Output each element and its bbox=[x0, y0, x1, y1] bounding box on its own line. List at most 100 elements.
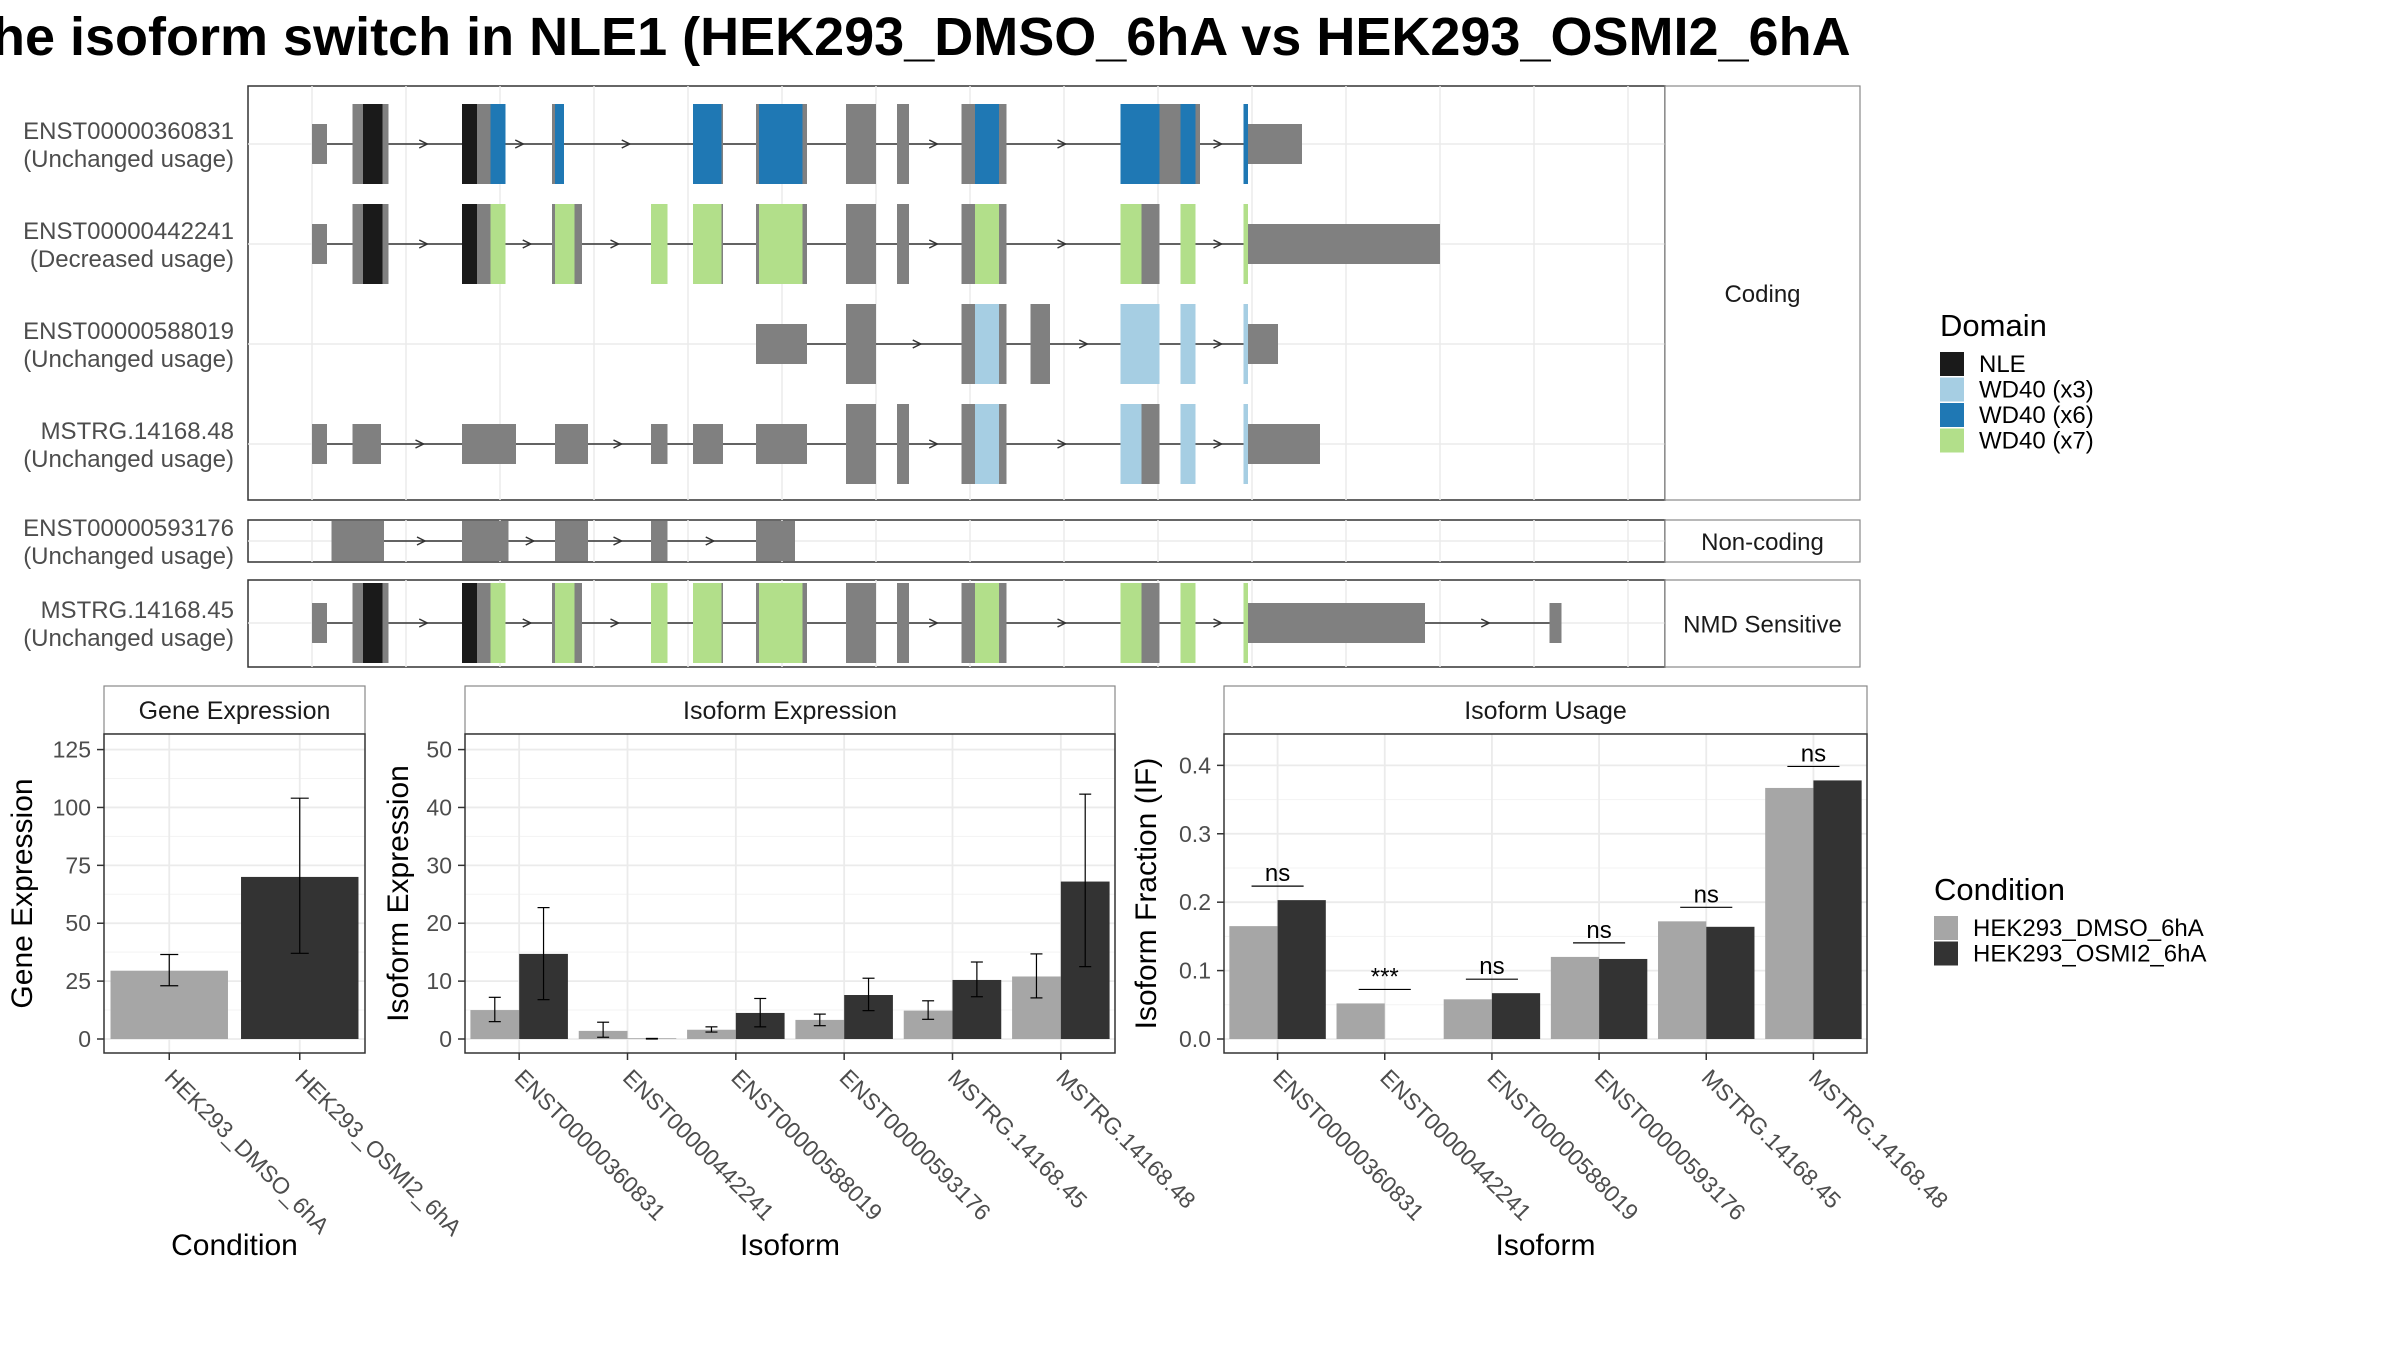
legend-domain-label: NLE bbox=[1979, 351, 2026, 378]
legend-condition-title: Condition bbox=[1934, 872, 2065, 907]
significance-label: ns bbox=[1265, 860, 1290, 887]
significance-label: ns bbox=[1586, 917, 1611, 944]
facet-label-nmd: NMD Sensitive bbox=[1683, 612, 1842, 639]
gene-expression-x-title: Condition bbox=[171, 1229, 298, 1262]
domain-wd40-x7- bbox=[490, 583, 506, 663]
domain-wd40-x7- bbox=[490, 204, 506, 284]
domain-nle bbox=[363, 204, 383, 284]
exon bbox=[1243, 124, 1302, 164]
intron-arrow bbox=[1213, 339, 1224, 349]
isoform-usage-y-title: Isoform Fraction (IF) bbox=[1130, 758, 1163, 1030]
bar bbox=[687, 1029, 736, 1039]
domain-wd40-x3- bbox=[975, 304, 999, 384]
exon bbox=[897, 404, 909, 484]
legend-domain-swatch bbox=[1940, 403, 1964, 427]
intron-arrow bbox=[418, 139, 429, 149]
intron-arrow bbox=[522, 618, 533, 628]
y-tick-label: 0.3 bbox=[1179, 821, 1211, 847]
transcript-ENST00000360831 bbox=[312, 104, 1302, 184]
domain-wd40-x7- bbox=[759, 204, 803, 284]
bar bbox=[1599, 958, 1648, 1039]
exon bbox=[1243, 224, 1440, 264]
exon bbox=[312, 224, 327, 264]
transcript-id-label: ENST00000593176 bbox=[23, 515, 234, 542]
domain-nle bbox=[462, 204, 477, 284]
intron-arrow bbox=[1078, 339, 1089, 349]
domain-wd40-x3- bbox=[1180, 304, 1196, 384]
domain-wd40-x6- bbox=[1180, 104, 1196, 184]
y-tick-label: 0.4 bbox=[1179, 752, 1211, 778]
significance-label: *** bbox=[1371, 963, 1399, 990]
domain-wd40-x7- bbox=[1180, 583, 1196, 663]
transcript-id-label: ENST00000588019 bbox=[23, 318, 234, 345]
y-tick-label: 0 bbox=[439, 1026, 452, 1052]
exon bbox=[462, 521, 509, 561]
domain-wd40-x3- bbox=[975, 404, 999, 484]
intron-arrow bbox=[1480, 618, 1491, 628]
transcript-usage-label: (Unchanged usage) bbox=[23, 146, 234, 173]
isoform-expression-strip bbox=[464, 685, 1116, 735]
isoform-expression-panel-bg bbox=[465, 734, 1115, 1053]
legend-domain-label: WD40 (x6) bbox=[1979, 402, 2094, 429]
domain-wd40-x7- bbox=[975, 204, 999, 284]
intron-arrow bbox=[613, 536, 624, 546]
exon bbox=[1243, 603, 1425, 643]
exon bbox=[846, 404, 876, 484]
intron-arrow bbox=[705, 536, 716, 546]
intron-arrow bbox=[525, 536, 536, 546]
exon bbox=[756, 521, 795, 561]
intron-arrow bbox=[1057, 439, 1068, 449]
exon bbox=[693, 424, 723, 464]
transcript-usage-label: (Decreased usage) bbox=[30, 246, 234, 273]
intron-arrow bbox=[418, 618, 429, 628]
isoform-expression-panel-border bbox=[464, 733, 1116, 1054]
y-tick-label: 75 bbox=[65, 852, 91, 878]
bar bbox=[1277, 900, 1326, 1039]
intron-arrow bbox=[1213, 239, 1224, 249]
intron-arrow bbox=[1213, 439, 1224, 449]
y-tick-label: 0.2 bbox=[1179, 889, 1211, 915]
domain-wd40-x7- bbox=[1120, 583, 1142, 663]
bar bbox=[1550, 956, 1600, 1039]
facet-label-coding: Coding bbox=[1724, 281, 1800, 308]
domain-wd40-x6- bbox=[1120, 104, 1160, 184]
intron-arrow bbox=[416, 536, 427, 546]
isoform-expression-chart: Isoform Expression01020304050ENST0000036… bbox=[382, 685, 1201, 1262]
facet-label-noncoding: Non-coding bbox=[1701, 529, 1824, 556]
domain-wd40-x6- bbox=[759, 104, 803, 184]
significance-label: ns bbox=[1694, 881, 1719, 908]
intron-arrow bbox=[912, 339, 923, 349]
y-tick-label: 40 bbox=[426, 794, 452, 820]
isoform-expression-x-title: Isoform bbox=[740, 1229, 840, 1262]
exon bbox=[1243, 324, 1278, 364]
y-tick-label: 0.1 bbox=[1179, 958, 1211, 984]
intron-arrow bbox=[928, 439, 939, 449]
y-tick-label: 100 bbox=[53, 794, 91, 820]
isoform-usage-panel-bg bbox=[1224, 734, 1867, 1053]
bar bbox=[795, 1019, 845, 1039]
legend-condition-label: HEK293_DMSO_6hA bbox=[1973, 915, 2204, 942]
transcript-usage-label: (Unchanged usage) bbox=[23, 446, 234, 473]
intron-arrow bbox=[1057, 239, 1068, 249]
domain-wd40-x6- bbox=[490, 104, 506, 184]
intron-arrow bbox=[522, 239, 533, 249]
transcript-MSTRG.14168.45 bbox=[312, 583, 1562, 663]
significance-label: ns bbox=[1801, 740, 1826, 767]
legend-domain-swatch bbox=[1940, 428, 1964, 453]
y-tick-label: 20 bbox=[426, 910, 452, 936]
exon bbox=[756, 424, 807, 464]
bar bbox=[1706, 926, 1755, 1039]
gene-structure-panel: Coding Non-coding NMD Sensitive ENST0000036… bbox=[23, 85, 1861, 668]
bar bbox=[1765, 787, 1814, 1039]
y-tick-label: 30 bbox=[426, 852, 452, 878]
transcript-usage-label: (Unchanged usage) bbox=[23, 346, 234, 373]
y-tick-label: 50 bbox=[426, 737, 452, 763]
domain-nle bbox=[363, 583, 383, 663]
domain-wd40-x3- bbox=[1243, 304, 1248, 384]
legend-domain-swatch bbox=[1940, 352, 1964, 376]
bar bbox=[1336, 1003, 1385, 1039]
domain-wd40-x3- bbox=[1243, 404, 1248, 484]
domain-wd40-x7- bbox=[555, 583, 575, 663]
